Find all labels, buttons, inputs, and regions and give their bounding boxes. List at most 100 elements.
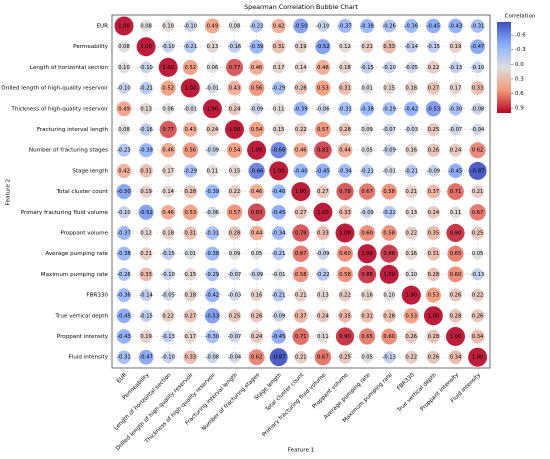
y-tick-label: Primary fracturing fluid volume (21, 210, 109, 216)
value-label: 0.46 (251, 189, 263, 195)
value-label: 0.25 (428, 127, 440, 133)
bubble (361, 61, 374, 74)
bubble (449, 123, 462, 136)
value-label: 0.15 (185, 272, 197, 278)
bubble (426, 184, 441, 199)
bubble (140, 227, 153, 239)
bubble (184, 20, 197, 32)
bubble (448, 350, 463, 365)
value-label: 0.31 (273, 44, 285, 50)
bubble (138, 204, 154, 220)
bubble (337, 266, 353, 283)
y-tick-label: Fluid intensity (69, 355, 109, 361)
bubble (383, 351, 396, 364)
value-label: 0.53 (185, 210, 197, 216)
bubble (471, 268, 484, 281)
bubble (294, 81, 308, 95)
bubble (116, 163, 132, 179)
y-tick-label: Fracturing interval length (37, 127, 108, 133)
bubble (205, 246, 220, 261)
bubble (404, 19, 419, 33)
value-label: 0.15 (273, 127, 285, 133)
bubble (470, 329, 485, 344)
colorbar-tick-label: 0.6 (515, 91, 524, 97)
x-axis-label: Feature 1 (288, 448, 315, 454)
bubble (338, 164, 352, 178)
value-label: 1.00 (295, 189, 307, 195)
value-label: 0.44 (339, 148, 351, 154)
bubble (247, 140, 267, 160)
x-tick-label: FBR330 (396, 372, 416, 392)
value-label: -0.45 (316, 168, 329, 174)
value-label: -0.13 (449, 65, 462, 71)
value-label: -0.13 (161, 334, 174, 340)
value-label: -0.21 (360, 168, 373, 174)
bubble (184, 288, 197, 302)
value-label: -0.09 (272, 313, 285, 319)
value-label: 0.33 (339, 210, 351, 216)
value-label: 0.78 (339, 189, 351, 195)
value-label: 0.21 (295, 293, 307, 299)
value-label: -0.34 (272, 231, 286, 237)
value-label: -0.09 (250, 272, 263, 278)
value-label: -0.23 (250, 24, 263, 30)
value-label: 0.05 (361, 148, 373, 154)
value-label: 0.31 (428, 251, 440, 257)
bubble (226, 204, 243, 221)
bubble (426, 205, 440, 219)
value-label: 0.46 (251, 65, 263, 71)
value-label: 0.15 (383, 86, 395, 92)
bubble (338, 19, 352, 33)
value-label: -0.08 (206, 355, 219, 361)
value-label: -0.45 (117, 313, 130, 319)
bubble (249, 60, 264, 75)
bubble (405, 206, 418, 219)
value-label: 0.58 (383, 189, 395, 195)
value-label: -0.14 (139, 293, 153, 299)
bubble (405, 268, 418, 281)
value-label: -0.01 (206, 86, 219, 92)
value-label: 0.26 (251, 313, 263, 319)
value-label: 1.00 (406, 293, 418, 299)
bubble (292, 266, 309, 283)
value-label: -0.15 (427, 44, 440, 50)
value-label: 0.14 (162, 189, 174, 195)
value-label: 0.90 (450, 231, 462, 237)
bubble (471, 185, 484, 198)
value-label: 0.10 (406, 272, 418, 278)
value-label: 0.17 (273, 65, 285, 71)
bubble (360, 18, 375, 34)
bubble (339, 40, 351, 53)
bubble (361, 144, 373, 156)
value-label: 0.54 (229, 148, 241, 154)
bubble (449, 81, 462, 95)
value-label: -0.52 (316, 44, 329, 50)
value-label: 0.67 (295, 251, 307, 257)
value-label: 0.46 (317, 65, 329, 71)
value-label: 0.18 (339, 65, 351, 71)
bubble (315, 163, 331, 179)
value-label: -0.06 (316, 106, 329, 112)
bubble (316, 185, 330, 199)
value-label: 0.28 (428, 272, 440, 278)
value-label: -0.34 (338, 168, 352, 174)
bubble (404, 329, 418, 344)
bubble (247, 203, 266, 222)
bubble (271, 329, 287, 344)
value-label: 0.21 (140, 251, 152, 257)
bubble (184, 330, 197, 343)
bubble (228, 185, 241, 198)
value-label: 0.67 (317, 355, 329, 361)
value-label: 0.08 (229, 24, 241, 30)
value-label: -0.30 (449, 106, 462, 112)
value-label: 0.58 (383, 231, 395, 237)
value-label: -0.15 (139, 313, 152, 319)
bubble (423, 306, 443, 326)
value-label: -0.07 (228, 272, 241, 278)
bubble (471, 248, 484, 260)
bubble (446, 223, 465, 243)
bubble (313, 202, 333, 222)
value-label: 1.00 (273, 168, 285, 174)
value-label: 0.06 (207, 65, 219, 71)
bubble (183, 122, 198, 137)
